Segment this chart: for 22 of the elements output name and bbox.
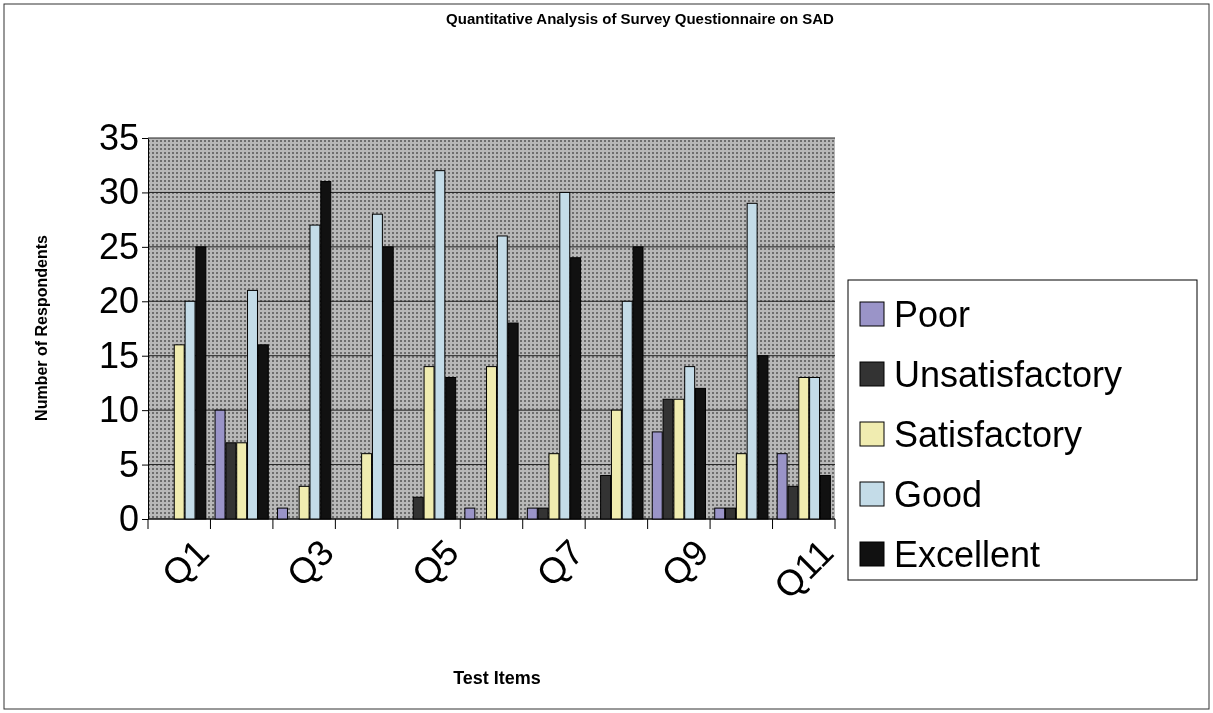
y-tick-label: 30 [98, 171, 139, 213]
y-axis-title: Number of Respondents [33, 235, 50, 421]
x-tick-label: Q7 [528, 531, 592, 595]
x-tick-label: Q3 [278, 531, 342, 595]
chart-title: Quantitative Analysis of Survey Questionnaire on SAD [446, 10, 835, 27]
x-tick-label: Q5 [403, 531, 467, 595]
y-tick-label: 35 [98, 117, 139, 159]
legend-label: Excellent [894, 533, 1041, 575]
x-tick-label: Q11 [766, 531, 842, 607]
y-tick-label: 15 [98, 334, 139, 376]
legend-label: Poor [894, 293, 971, 335]
y-tick-label: 20 [98, 280, 139, 322]
y-tick-label: 5 [118, 443, 139, 485]
legend-label: Good [894, 473, 983, 515]
y-tick-label: 0 [118, 498, 139, 540]
legend-label: Unsatisfactory [894, 353, 1123, 395]
x-tick-label: Q1 [153, 531, 217, 595]
y-tick-label: 25 [98, 225, 139, 267]
legend-label: Satisfactory [894, 413, 1083, 455]
y-tick-label: 10 [98, 389, 139, 431]
x-axis-title: Test Items [453, 668, 541, 688]
x-tick-label: Q9 [653, 531, 717, 595]
